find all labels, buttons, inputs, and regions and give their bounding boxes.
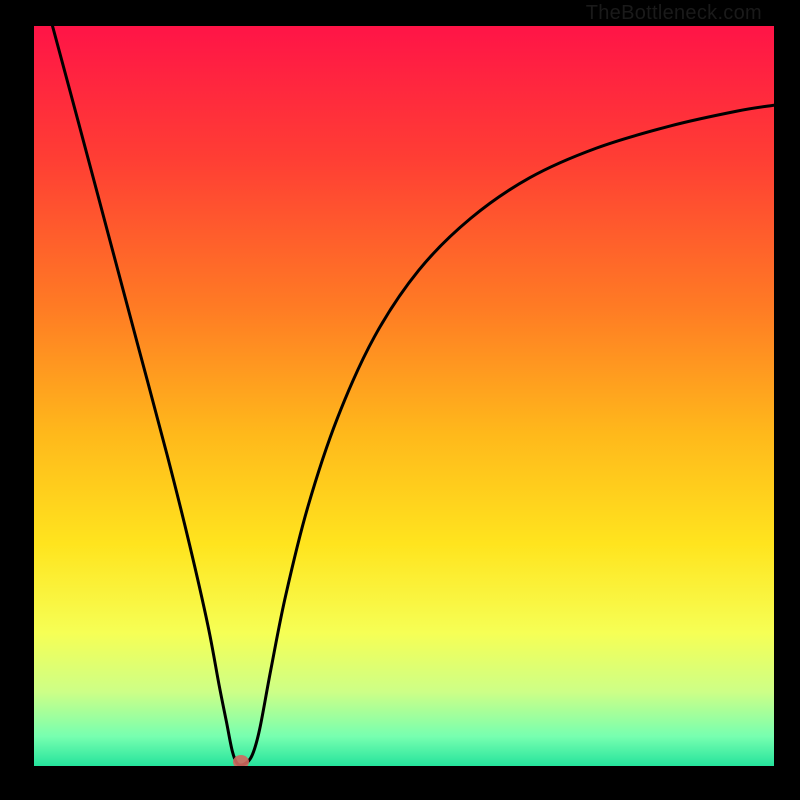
plot-area xyxy=(34,26,774,766)
chart-frame: TheBottleneck.com xyxy=(0,0,800,800)
bottleneck-marker xyxy=(233,755,249,766)
curve-svg xyxy=(34,26,774,766)
watermark-text: TheBottleneck.com xyxy=(586,2,762,25)
bottleneck-curve xyxy=(53,26,775,765)
